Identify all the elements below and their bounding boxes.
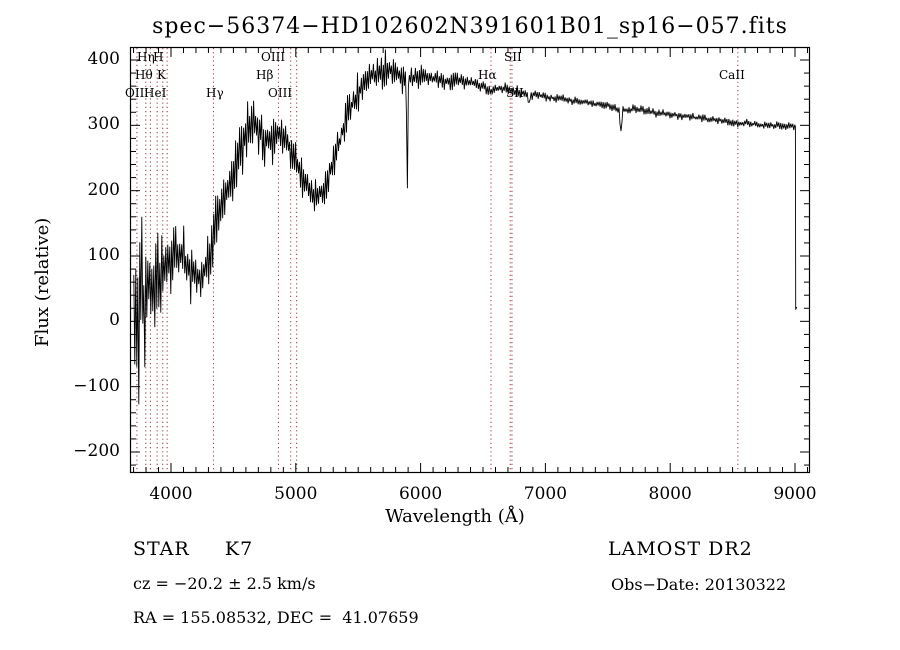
spectral-line-label: K (157, 68, 166, 82)
y-tick-label: −100 (73, 375, 120, 396)
spectrum-curve (133, 49, 798, 405)
plot-title: spec−56374−HD102602N391601B01_sp16−057.f… (152, 14, 788, 39)
spectral-line-label: Hθ (135, 68, 153, 82)
spectral-line-label: Hβ (256, 68, 274, 82)
spectral-line-label: HeI (144, 86, 167, 100)
spectral-line-label: SII (504, 50, 522, 64)
spectral-line-label: Hη (137, 50, 155, 64)
y-tick-label: 100 (87, 244, 120, 265)
plot-frame (129, 46, 811, 474)
spectral-line-label: CaII (719, 68, 745, 82)
spectral-line-label: Hγ (206, 86, 224, 100)
spectral-line-label: OII (125, 86, 145, 100)
spectral-line-label: OIII (261, 50, 286, 64)
x-tick-label: 9000 (773, 484, 817, 504)
x-axis-label: Wavelength (Å) (385, 506, 525, 527)
spectral-line-label: H (153, 50, 164, 64)
x-tick-label: 5000 (274, 484, 318, 504)
spectral-line-label: SII (506, 86, 524, 100)
y-tick-label: 200 (87, 179, 120, 200)
y-tick-label: 400 (87, 49, 120, 69)
y-tick-label: 300 (87, 114, 120, 135)
ra-dec-text: RA = 155.08532, DEC = 41.07659 (133, 608, 419, 627)
y-tick-label: 0 (109, 310, 120, 331)
obs-date-text: Obs−Date: 20130322 (611, 575, 787, 594)
spectral-line-label: OIII (268, 86, 293, 100)
object-class-text: STAR K7 (133, 538, 254, 560)
survey-release-text: LAMOST DR2 (608, 538, 753, 560)
x-tick-label: 6000 (398, 484, 443, 504)
x-tick-label: 4000 (149, 484, 193, 504)
spectral-line-label: Hα (478, 68, 497, 82)
y-tick-label: −200 (73, 440, 120, 461)
radial-velocity-text: cz = −20.2 ± 2.5 km/s (133, 574, 316, 593)
x-tick-label: 7000 (523, 484, 568, 504)
x-tick-label: 8000 (648, 484, 692, 504)
